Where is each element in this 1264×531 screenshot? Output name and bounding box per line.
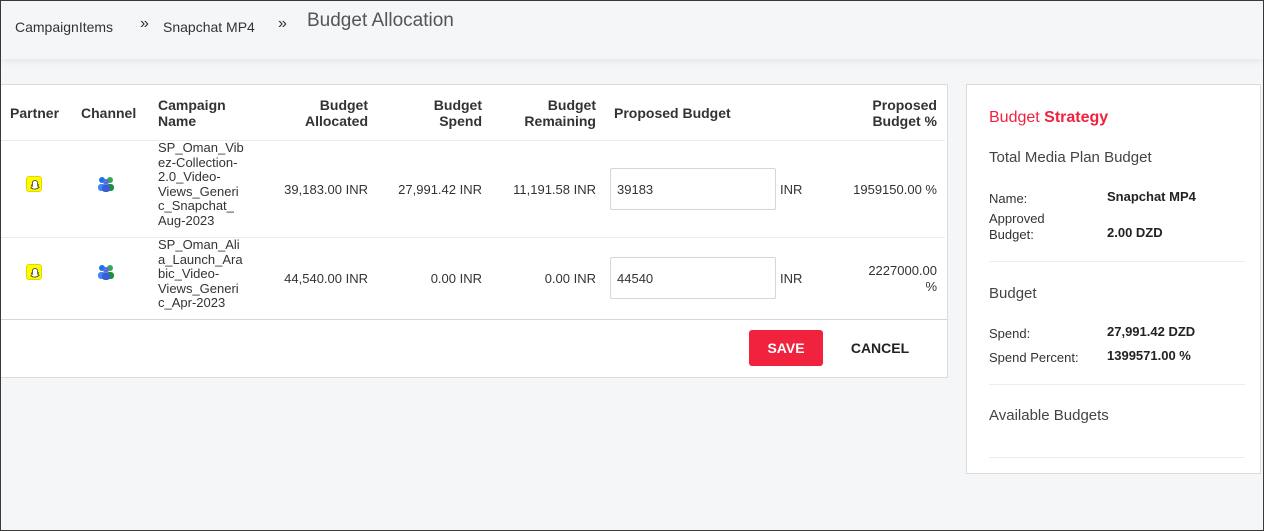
row-divider [1, 140, 945, 141]
proposed-budget-pct-value: 1959150.00 % [853, 182, 937, 197]
row-divider [1, 237, 945, 238]
spend-label: Spend: [989, 326, 1031, 341]
proposed-budget-input[interactable] [610, 257, 776, 299]
approved-budget-value: 2.00 DZD [1107, 225, 1163, 240]
breadcrumb-bar: CampaignItems » Snapchat MP4 » Budget Al… [1, 1, 1263, 59]
campaign-name: SP_Oman_Ali a_Launch_Ara bic_Video- View… [158, 237, 243, 311]
proposed-budget-pct-value: 2227000.00 % [868, 263, 937, 294]
header-budget-spend: Budget Spend [433, 97, 482, 129]
panel-divider [989, 261, 1245, 262]
budget-spend-value: 0.00 INR [430, 271, 482, 286]
people-icon [98, 265, 114, 280]
spend-value: 27,991.42 DZD [1107, 324, 1196, 339]
header-partner: Partner [10, 105, 60, 121]
snapchat-icon [26, 176, 42, 192]
header-proposed-budget-pct: Proposed Budget % [872, 97, 937, 129]
header-campaign-name: Campaign Name [158, 97, 226, 129]
page-title: Budget Allocation [307, 10, 454, 31]
currency-label: INR [780, 271, 803, 286]
budget-remaining-value: 11,191.58 INR [513, 182, 596, 197]
spend-percent-label: Spend Percent: [989, 350, 1079, 365]
header-budget-allocated: Budget Allocated [304, 97, 368, 129]
panel-divider [989, 384, 1245, 385]
total-media-plan-heading: Total Media Plan Budget [989, 149, 1152, 166]
table-footer-divider [1, 319, 947, 320]
spend-percent-value: 1399571.00 % [1107, 348, 1191, 363]
header-channel: Channel [81, 105, 137, 121]
panel-divider [989, 457, 1245, 458]
budget-heading: Budget [989, 285, 1037, 302]
budget-strategy-panel: Budget Strategy Total Media Plan Budget … [966, 84, 1261, 474]
snapchat-icon [26, 264, 42, 280]
people-icon [98, 177, 114, 192]
name-label: Name: [989, 191, 1028, 206]
budget-remaining-value: 0.00 INR [544, 271, 596, 286]
breadcrumb-separator-icon: » [140, 15, 149, 32]
approved-budget-label: Approved Budget: [989, 211, 1045, 242]
available-budgets-heading: Available Budgets [989, 407, 1109, 424]
breadcrumb-separator-icon: » [278, 15, 287, 32]
name-value: Snapchat MP4 [1107, 189, 1196, 204]
budget-allocated-value: 39,183.00 INR [284, 182, 368, 197]
budget-allocation-table: Partner Channel Campaign Name Budget All… [1, 84, 948, 378]
header-budget-remaining: Budget Remaining [524, 97, 596, 129]
breadcrumb-campaign-items[interactable]: CampaignItems [15, 19, 114, 35]
proposed-budget-input[interactable] [610, 168, 776, 210]
budget-allocated-value: 44,540.00 INR [284, 271, 368, 286]
breadcrumb-snapchat-mp4[interactable]: Snapchat MP4 [163, 19, 255, 35]
currency-label: INR [780, 182, 803, 197]
campaign-name: SP_Oman_Vib ez-Collection- 2.0_Video- Vi… [158, 140, 244, 228]
cancel-button[interactable]: CANCEL [839, 330, 921, 366]
header-proposed-budget: Proposed Budget [614, 105, 731, 121]
budget-spend-value: 27,991.42 INR [398, 182, 482, 197]
panel-title: Budget Strategy [989, 109, 1109, 126]
save-button[interactable]: SAVE [749, 330, 823, 366]
